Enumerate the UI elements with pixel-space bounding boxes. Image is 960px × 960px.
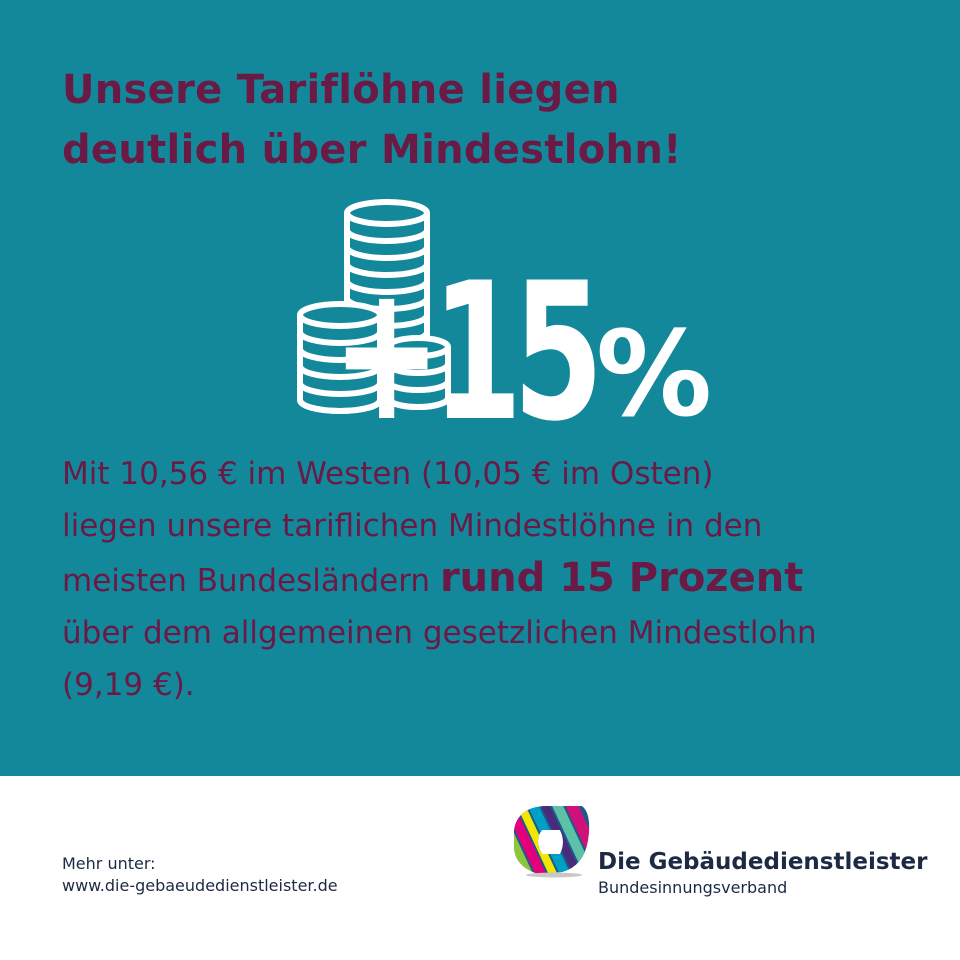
headline-line-1: Unsere Tariflöhne liegen — [62, 67, 620, 113]
organization: Die Gebäudedienstleister Bundesinnungsve… — [598, 847, 927, 899]
more-info: Mehr unter: www.die-gebaeudedienstleiste… — [62, 853, 338, 897]
org-subtitle: Bundesinnungsverband — [598, 878, 788, 897]
more-label: Mehr unter: — [62, 854, 156, 873]
org-name: Die Gebäudedienstleister — [598, 849, 928, 875]
body-line-1: Mit 10,56 € im Westen (10,05 € im Osten) — [62, 456, 714, 492]
teal-panel — [0, 0, 960, 776]
website-link[interactable]: www.die-gebaeudedienstleister.de — [62, 876, 338, 895]
body-line-4: über dem allgemeinen gesetzlichen Mindes… — [62, 615, 817, 651]
headline-line-2: deutlich über Mindestlohn! — [62, 127, 682, 173]
body-line-3-start: meisten Bundesländern — [62, 563, 431, 599]
ribbon-logo-icon — [514, 806, 590, 878]
highlight-15-percent: rund 15 Prozent — [439, 555, 804, 601]
plus-15-value: +15 — [332, 242, 595, 430]
footer — [0, 776, 960, 960]
body-line-3: meisten Bundesländern rund 15 Prozent — [62, 552, 922, 607]
body-text: Mit 10,56 € im Westen (10,05 € im Osten)… — [62, 448, 922, 711]
coin-stacks-icon — [297, 199, 451, 414]
headline: Unsere Tariflöhne liegen deutlich über M… — [62, 60, 682, 180]
body-line-2: liegen unsere tariflichen Mindestlöhne i… — [62, 508, 763, 544]
percent-sign: % — [596, 305, 712, 430]
percent-graphic: +15 % — [297, 199, 712, 430]
body-line-5: (9,19 €). — [62, 667, 195, 703]
